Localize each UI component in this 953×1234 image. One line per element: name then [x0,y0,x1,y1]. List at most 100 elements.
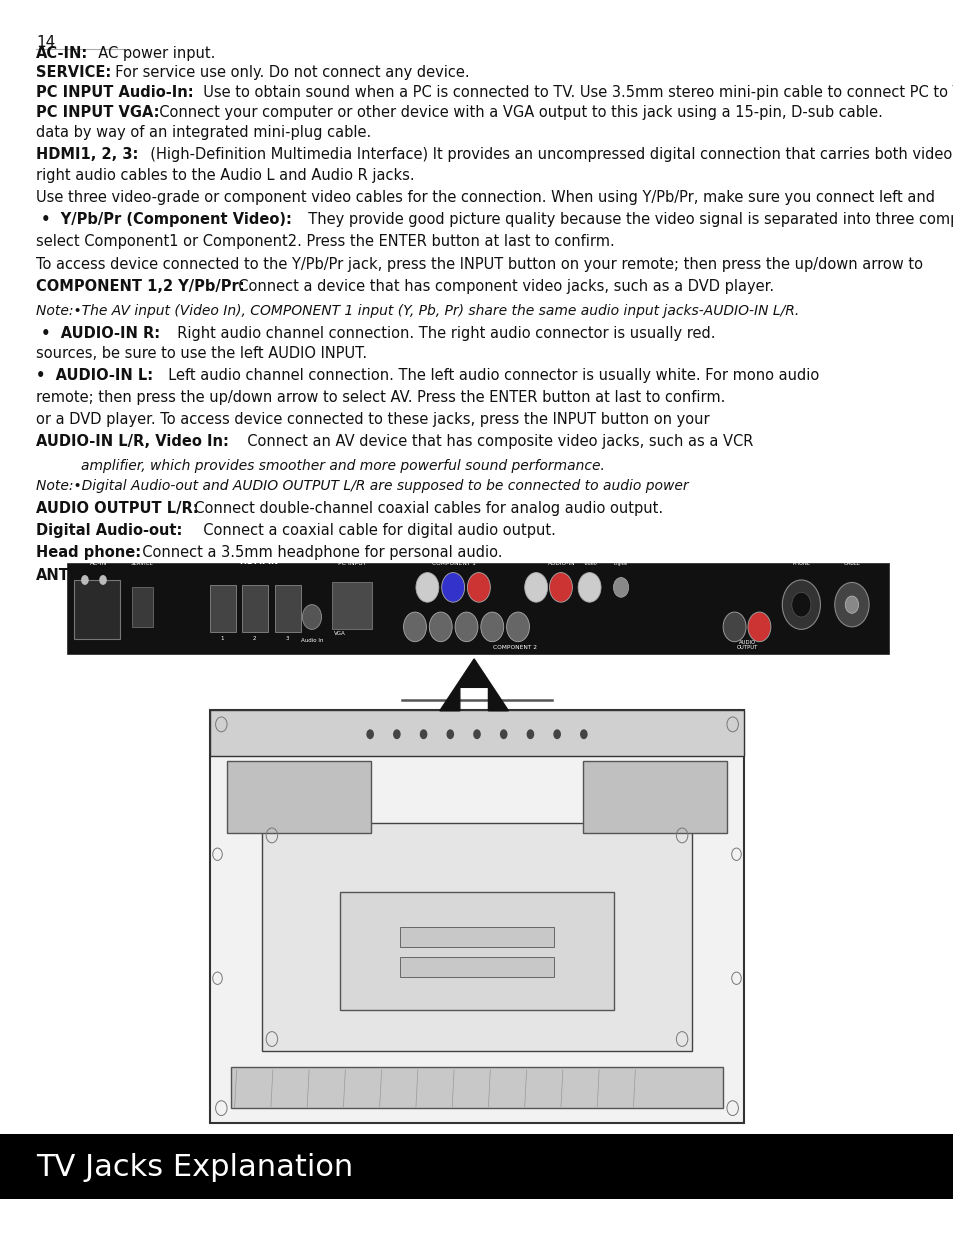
Circle shape [526,729,534,739]
Bar [262,823,691,1051]
Text: AC-IN:: AC-IN: [36,46,89,60]
Text: COMPONENT 1: COMPONENT 1 [432,561,476,566]
Bar [210,710,743,1123]
Circle shape [499,729,507,739]
Circle shape [549,573,572,602]
Bar [231,1067,722,1108]
Text: To access device connected to the Y/Pb/Pr jack, press the INPUT button on your r: To access device connected to the Y/Pb/P… [36,257,923,271]
Bar [582,761,726,833]
Text: Connect a device that has component video jacks, such as a DVD player.: Connect a device that has component vide… [229,279,773,294]
Text: (High-Definition Multimedia Interface) It provides an uncompressed digital conne: (High-Definition Multimedia Interface) I… [141,147,953,162]
Text: Right audio channel connection. The right audio connector is usually red.: Right audio channel connection. The righ… [168,326,714,341]
Circle shape [791,592,810,617]
Text: Video: Video [583,561,597,566]
Circle shape [99,575,107,585]
Bar [210,710,743,756]
Circle shape [480,612,503,642]
Circle shape [578,573,600,602]
Text: SERVICE:: SERVICE: [36,65,112,80]
Circle shape [553,729,560,739]
Text: PC INPUT VGA:: PC INPUT VGA: [36,105,159,120]
Bar [74,580,120,639]
Text: Connect your computer or other device with a VGA output to this jack using a 15-: Connect your computer or other device wi… [150,105,882,120]
Text: sources, be sure to use the left AUDIO INPUT.: sources, be sure to use the left AUDIO I… [36,346,367,360]
Bar [67,563,888,654]
Text: ANT/CABLE:: ANT/CABLE: [36,568,133,582]
Circle shape [524,573,547,602]
Circle shape [722,612,745,642]
Bar [242,585,268,632]
Bar [332,582,372,629]
Text: select Component1 or Component2. Press the ENTER button at last to confirm.: select Component1 or Component2. Press t… [36,234,615,249]
Text: COMPONENT 1,2 Y/Pb/Pr:: COMPONENT 1,2 Y/Pb/Pr: [36,279,245,294]
Circle shape [613,578,628,597]
Circle shape [403,612,426,642]
Text: 14: 14 [36,35,55,49]
Text: COMPONENT 2: COMPONENT 2 [493,645,537,650]
Text: Connect a 3.5mm headphone for personal audio.: Connect a 3.5mm headphone for personal a… [132,545,501,560]
Circle shape [419,729,427,739]
Text: VGA: VGA [334,631,345,636]
Circle shape [834,582,868,627]
Text: Left audio channel connection. The left audio connector is usually white. For mo: Left audio channel connection. The left … [158,368,818,383]
Circle shape [467,573,490,602]
Text: Note:•Digital Audio-out and AUDIO OUTPUT L/R are supposed to be connected to aud: Note:•Digital Audio-out and AUDIO OUTPUT… [36,479,688,492]
Bar [132,587,152,627]
Text: Note:•The AV input (Video In), COMPONENT 1 input (Y, Pb, Pr) share the same audi: Note:•The AV input (Video In), COMPONENT… [36,304,799,317]
Circle shape [441,573,464,602]
Text: For service use only. Do not connect any device.: For service use only. Do not connect any… [106,65,470,80]
Text: right audio cables to the Audio L and Audio R jacks.: right audio cables to the Audio L and Au… [36,168,415,183]
Text: Connect double-channel coaxial cables for analog audio output.: Connect double-channel coaxial cables fo… [185,501,662,516]
Text: Digital Audio-out:: Digital Audio-out: [36,523,182,538]
Circle shape [473,729,480,739]
Bar [210,585,235,632]
Text: remote; then press the up/down arrow to select AV. Press the ENTER button at las: remote; then press the up/down arrow to … [36,390,725,405]
Text: AC-IN: AC-IN [90,561,107,566]
Text: PC INPUT: PC INPUT [337,561,366,566]
Circle shape [366,729,374,739]
Polygon shape [439,659,508,711]
Text: Connect a coaxial cable for digital audio output.: Connect a coaxial cable for digital audi… [193,523,555,538]
Circle shape [747,612,770,642]
Text: ANTI
CABLE: ANTI CABLE [842,555,860,566]
Circle shape [302,605,321,629]
Bar [399,956,554,977]
Text: AUDIO
OUTPUT: AUDIO OUTPUT [736,639,757,650]
Circle shape [844,596,858,613]
Circle shape [416,573,438,602]
Text: PC INPUT Audio-In:: PC INPUT Audio-In: [36,85,193,100]
Text: •  AUDIO-IN L:: • AUDIO-IN L: [36,368,153,383]
Text: 3: 3 [285,636,289,640]
Text: •  Y/Pb/Pr (Component Video):: • Y/Pb/Pr (Component Video): [36,212,292,227]
Circle shape [781,580,820,629]
Circle shape [429,612,452,642]
Text: HDMI IN: HDMI IN [239,558,277,566]
Text: Connect an AV device that has composite video jacks, such as a VCR: Connect an AV device that has composite … [237,434,752,449]
Circle shape [455,612,477,642]
Text: Use three video-grade or component video cables for the connection. When using Y: Use three video-grade or component video… [36,190,934,205]
Text: AC power input.: AC power input. [89,46,215,60]
Text: amplifier, which provides smoother and more powerful sound performance.: amplifier, which provides smoother and m… [81,459,604,473]
Text: 2: 2 [253,636,256,640]
Text: 1: 1 [220,636,224,640]
Circle shape [81,575,89,585]
Text: HDMI1, 2, 3:: HDMI1, 2, 3: [36,147,138,162]
Text: AUDIO OUTPUT L/R:: AUDIO OUTPUT L/R: [36,501,198,516]
Text: HEAD
PHONE: HEAD PHONE [792,555,809,566]
Text: Use to obtain sound when a PC is connected to TV. Use 3.5mm stereo mini-pin cabl: Use to obtain sound when a PC is connect… [193,85,953,100]
Text: They provide good picture quality because the video signal is separated into thr: They provide good picture quality becaus… [298,212,953,227]
Bar [0,1134,953,1199]
Text: AUDIO-IN L/R, Video In:: AUDIO-IN L/R, Video In: [36,434,229,449]
Text: SERVICE: SERVICE [131,561,153,566]
Bar [227,761,371,833]
Text: or a DVD player. To access device connected to these jacks, press the INPUT butt: or a DVD player. To access device connec… [36,412,709,427]
Circle shape [446,729,454,739]
Text: TV Jacks Explanation: TV Jacks Explanation [36,1153,354,1182]
Text: Connect to receive the signal from your antenna or cable via coaxial cable.: Connect to receive the signal from your … [124,568,684,582]
Bar [339,891,614,1011]
Text: Digital: Digital [614,563,627,566]
Circle shape [393,729,400,739]
Circle shape [506,612,529,642]
Bar [399,927,554,948]
Circle shape [579,729,587,739]
